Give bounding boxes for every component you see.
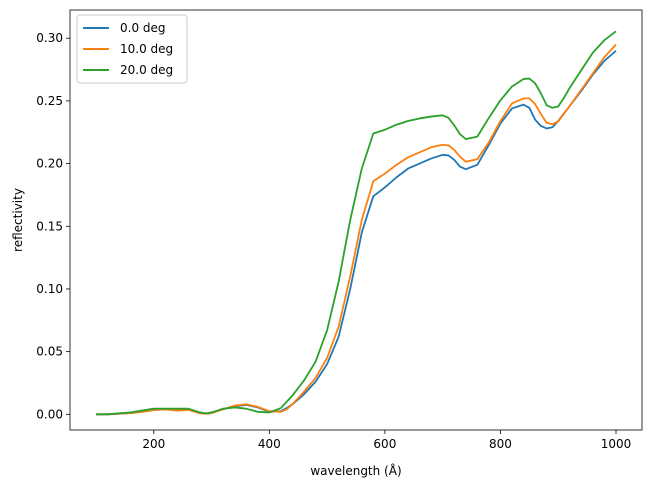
- series-layer: [96, 30, 617, 416]
- x-axis-ticks: 200 400 600 800 1000: [142, 430, 631, 451]
- y-tick-label: 0.05: [36, 345, 63, 359]
- y-axis-label: reflectivity: [11, 188, 25, 252]
- plot-frame: [69, 9, 643, 431]
- y-axis-ticks: 0.00 0.05 0.10 0.15 0.20 0.25 0.30: [36, 31, 70, 421]
- x-tick-label: 1000: [601, 437, 632, 451]
- y-tick-label: 0.25: [36, 94, 63, 108]
- x-tick-label: 200: [142, 437, 165, 451]
- legend-label-0-deg: 0.0 deg: [120, 21, 166, 35]
- x-tick-label: 600: [373, 437, 396, 451]
- y-tick-label: 0.00: [36, 407, 63, 421]
- legend-label-10-deg: 10.0 deg: [120, 42, 173, 56]
- y-tick-label: 0.15: [36, 219, 63, 233]
- legend-label-20-deg: 20.0 deg: [120, 63, 173, 77]
- x-tick-label: 800: [489, 437, 512, 451]
- legend: 0.0 deg 10.0 deg 20.0 deg: [76, 14, 188, 84]
- x-tick-label: 400: [258, 437, 281, 451]
- x-axis-label: wavelength (Å): [310, 463, 401, 478]
- y-tick-label: 0.30: [36, 31, 63, 45]
- series-line-20-0-deg: [96, 30, 617, 416]
- y-tick-label: 0.20: [36, 157, 63, 171]
- axes-layer: [69, 9, 643, 431]
- legend-frame: [76, 14, 188, 84]
- y-tick-label: 0.10: [36, 282, 63, 296]
